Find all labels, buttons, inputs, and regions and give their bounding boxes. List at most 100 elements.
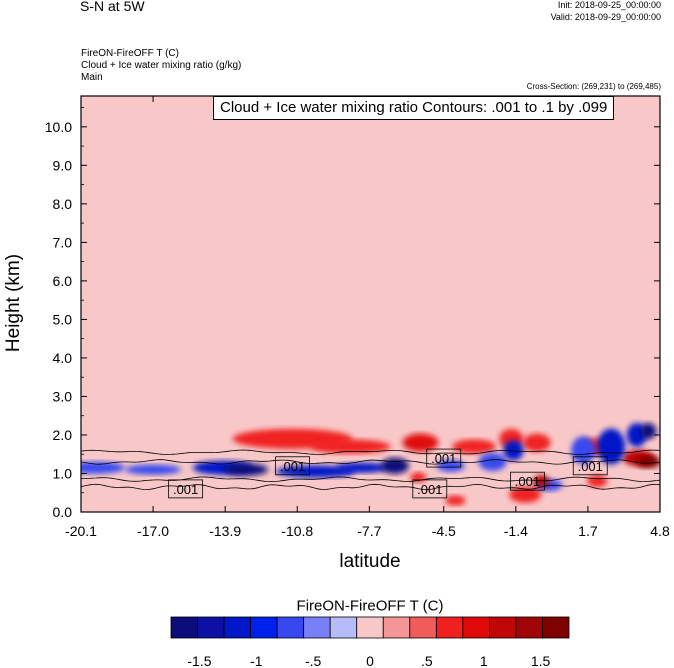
cool-streak xyxy=(200,96,204,197)
warm-streak xyxy=(500,96,504,212)
cold-cell xyxy=(125,464,182,475)
colorbar-tick-label: -1 xyxy=(250,653,263,668)
cold-cell xyxy=(380,457,409,474)
contour-label-text: .001 xyxy=(515,474,540,489)
y-tick-label: 10.0 xyxy=(45,119,72,135)
contour-label-text: .001 xyxy=(280,459,305,474)
warm-cell xyxy=(451,439,496,454)
warm-streak xyxy=(156,96,160,229)
contour-label-text: .001 xyxy=(578,459,603,474)
contour-label-text: .001 xyxy=(173,482,198,497)
cool-streak xyxy=(618,96,622,197)
warm-cell xyxy=(533,475,550,488)
warm-cell xyxy=(402,433,439,452)
y-tick-label: 8.0 xyxy=(53,196,73,212)
warm-streak xyxy=(360,96,364,195)
warm-streak xyxy=(478,96,484,195)
contour-label-text: .001 xyxy=(431,451,456,466)
warm-streak xyxy=(552,96,558,264)
colorbar-swatch xyxy=(197,616,225,639)
y-axis-label: Height (km) xyxy=(3,253,24,353)
warm-streak xyxy=(443,96,453,281)
colorbar-swatch xyxy=(435,616,464,639)
colorbar-swatch xyxy=(170,616,198,639)
cool-region xyxy=(430,395,443,406)
warm-cell xyxy=(522,433,551,452)
field-label-main: Main xyxy=(81,72,103,83)
cool-streak xyxy=(642,96,646,177)
cloud-contour-line xyxy=(81,449,660,455)
colorbar-swatch xyxy=(409,616,437,639)
warm-streak xyxy=(239,96,249,195)
cross-section-label: Cross-Section: (269,231) to (269,485) xyxy=(526,82,661,91)
colorbar-swatch xyxy=(382,616,411,639)
contour-label: .001 xyxy=(412,479,448,499)
warm-streak xyxy=(639,96,643,229)
y-tick-label: 3.0 xyxy=(53,388,73,404)
warm-region xyxy=(230,290,263,303)
field-label-mixing-ratio: Cloud + Ice water mixing ratio (g/kg) xyxy=(81,60,242,71)
valid-time: Valid: 2018-09-29_00:00:00 xyxy=(550,12,661,22)
warm-streak xyxy=(530,96,538,247)
cold-cell xyxy=(597,428,626,465)
colorbar-tick-label: 1 xyxy=(480,653,488,668)
warm-streak xyxy=(251,96,259,212)
warm-cell xyxy=(509,486,542,503)
cool-region xyxy=(490,384,505,393)
warm-streak xyxy=(391,96,399,229)
contour-label: .001 xyxy=(168,479,204,499)
contour-label: .001 xyxy=(572,456,608,476)
x-axis-label: latitude xyxy=(339,551,401,572)
cold-cell xyxy=(81,461,125,474)
cold-cell xyxy=(224,463,269,476)
warm-cell xyxy=(636,455,660,468)
cool-streak xyxy=(122,96,126,177)
colorbar-swatch xyxy=(276,616,305,639)
x-tick-label: -13.9 xyxy=(209,523,241,539)
colorbar-swatch xyxy=(303,616,331,639)
warm-cell xyxy=(587,475,608,488)
init-time: Init: 2018-09-25_00:00:00 xyxy=(557,0,661,10)
field-label-temperature: FireON-FireOFF T (C) xyxy=(81,48,179,59)
y-tick-label: 4.0 xyxy=(53,350,73,366)
y-tick-label: 5.0 xyxy=(53,311,73,327)
colorbar-swatch xyxy=(329,616,358,639)
warm-region xyxy=(94,336,143,357)
contour-label: .001 xyxy=(275,456,311,476)
cool-streak xyxy=(406,96,410,197)
colorbar-swatch xyxy=(515,616,543,639)
colorbar-tick-label: 1.5 xyxy=(531,653,551,668)
chart-title: S-N at 5W xyxy=(80,0,145,14)
warm-cell xyxy=(310,439,391,454)
cold-cell xyxy=(640,423,657,440)
colorbar-tick-label: -.5 xyxy=(305,653,322,668)
cool-region xyxy=(179,381,196,388)
colorbar-swatch xyxy=(462,616,490,639)
colorbar-tick-label: -1.5 xyxy=(187,653,211,668)
warm-streak xyxy=(208,96,214,281)
cold-cell xyxy=(336,462,389,473)
cool-streak xyxy=(169,96,173,139)
warm-streak xyxy=(378,96,388,212)
warm-streak xyxy=(413,96,419,247)
x-tick-label: -20.1 xyxy=(65,523,97,539)
warm-streak xyxy=(99,96,109,177)
y-tick-label: 1.0 xyxy=(53,465,73,481)
cold-cell xyxy=(478,452,507,471)
warm-streak xyxy=(273,96,279,229)
warm-region xyxy=(466,260,491,341)
warm-streak xyxy=(186,96,194,264)
cool-region xyxy=(632,378,651,391)
warm-region xyxy=(499,253,528,324)
colorbar-tick-label: 0 xyxy=(366,653,374,668)
cool-streak xyxy=(303,96,307,197)
contour-label: .001 xyxy=(426,448,462,468)
contour-label: .001 xyxy=(510,471,545,491)
colorbar-swatch xyxy=(356,616,384,639)
colorbar-swatch xyxy=(488,616,517,639)
colorbar-swatch xyxy=(250,616,278,639)
cool-streak xyxy=(146,96,150,158)
warm-streak xyxy=(648,96,658,247)
x-tick-label: 1.7 xyxy=(578,523,598,539)
warm-region xyxy=(377,337,418,356)
